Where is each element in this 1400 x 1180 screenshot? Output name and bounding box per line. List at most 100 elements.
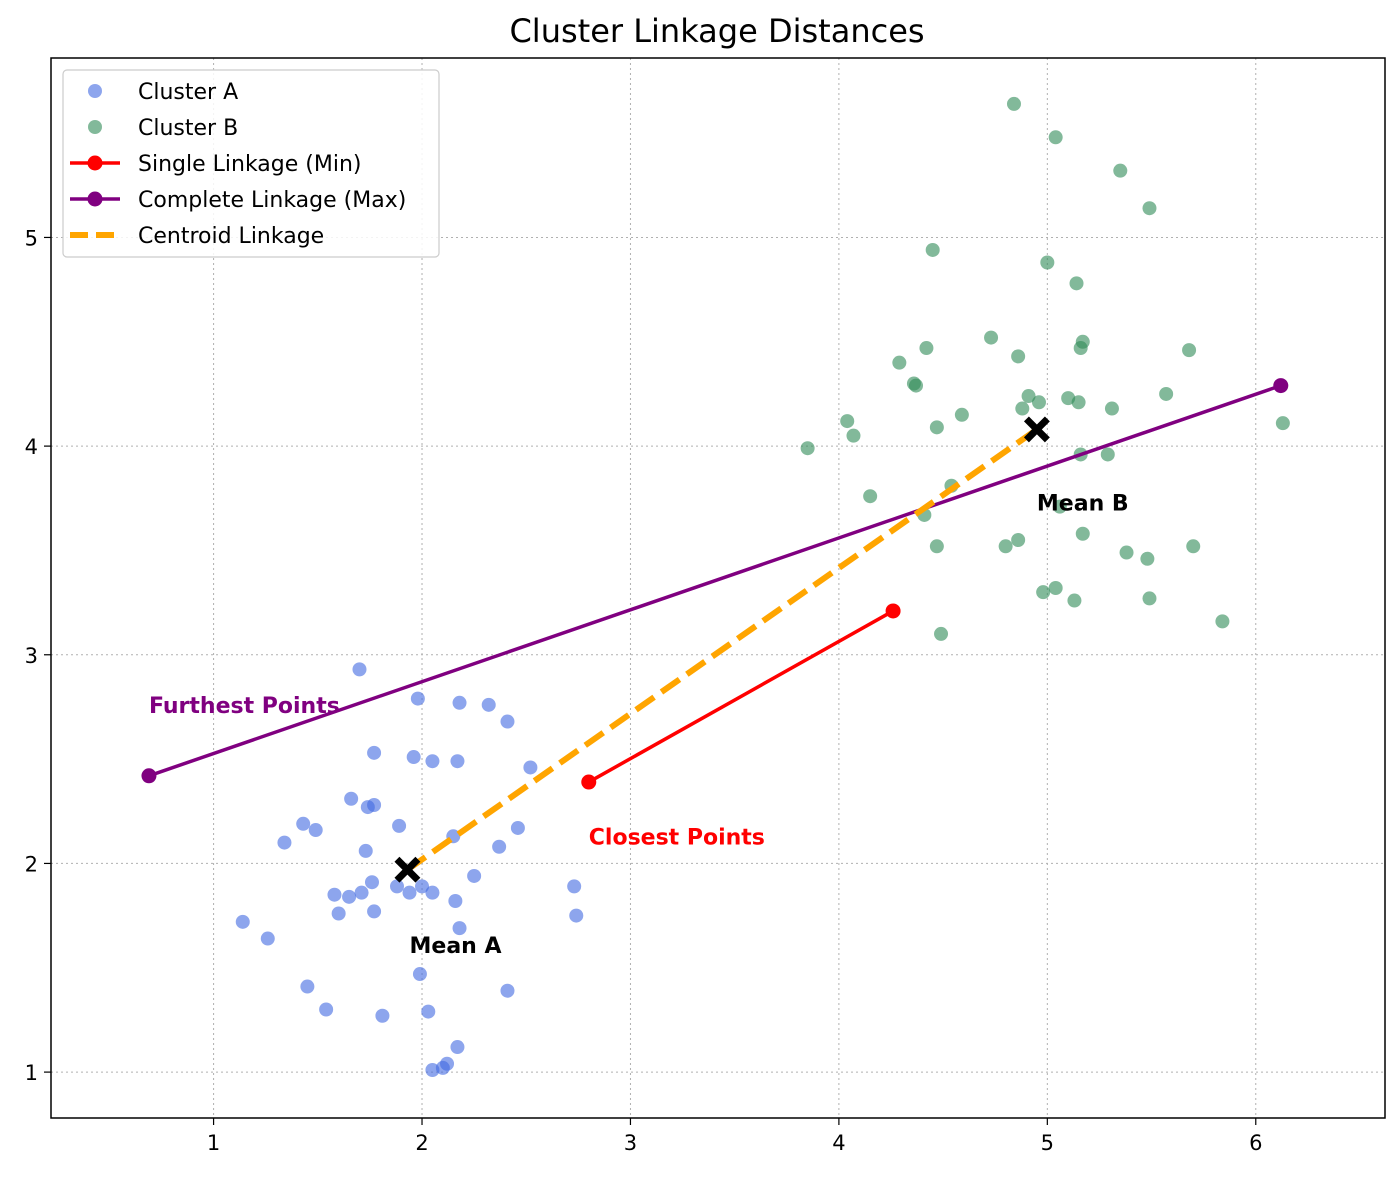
centroid-linkage-line xyxy=(405,426,1039,873)
cluster-a-point xyxy=(492,839,507,854)
cluster-b-point xyxy=(840,414,855,429)
axis-ticks: 1 2 3 4 5 6 1 2 3 4 5 xyxy=(25,226,1263,1155)
cluster-b-point xyxy=(998,539,1013,554)
cluster-a-point xyxy=(567,879,582,894)
cluster-a-point xyxy=(352,662,367,677)
single-linkage-min-endpoint xyxy=(581,774,597,790)
cluster-b-point xyxy=(929,420,944,435)
cluster-b-point xyxy=(892,355,907,370)
annotation-mean-b: Mean B xyxy=(1037,491,1129,516)
x-tick-label: 2 xyxy=(415,1131,428,1155)
cluster-b-point xyxy=(984,330,999,345)
legend-label-cluster-b: Cluster B xyxy=(138,116,238,141)
centroid-x-marker xyxy=(1023,416,1050,443)
legend-label-complete-linkage-max: Complete Linkage (Max) xyxy=(138,188,406,213)
cluster-b-point xyxy=(929,539,944,554)
cluster-b-point xyxy=(1067,593,1082,608)
cluster-b-point xyxy=(1142,591,1157,606)
legend: Cluster A Cluster B Single Linkage (Min) Co… xyxy=(62,69,440,258)
centroid-x-marker xyxy=(394,856,421,883)
cluster-a-point xyxy=(344,791,359,806)
complete-linkage-max-endpoint xyxy=(1273,378,1289,394)
cluster-a-point xyxy=(375,1008,390,1023)
cluster-b-point xyxy=(919,341,934,356)
cluster-b-point xyxy=(1071,395,1086,410)
legend-label-cluster-a: Cluster A xyxy=(138,80,238,105)
cluster-a-point xyxy=(450,1040,465,1055)
single-linkage-min-line xyxy=(587,609,894,784)
cluster-a-point xyxy=(390,879,405,894)
cluster-a-point xyxy=(452,695,467,710)
cluster-b-point xyxy=(1052,499,1067,514)
plot-marks: Furthest Points Closest Points Mean A Mean … xyxy=(141,96,1290,1078)
cluster-a-point xyxy=(448,893,463,908)
cluster-b-point xyxy=(1048,130,1063,145)
legend-marker-single-linkage-min xyxy=(87,155,103,171)
annotation-closest-points: Closest Points xyxy=(589,825,765,850)
cluster-b-point xyxy=(934,626,949,641)
cluster-a-point xyxy=(367,904,382,919)
cluster-a-point xyxy=(277,835,292,850)
x-tick-label: 5 xyxy=(1041,1131,1054,1155)
cluster-a-point xyxy=(406,750,421,765)
cluster-a-point xyxy=(367,798,382,813)
x-tick-label: 4 xyxy=(832,1131,845,1155)
cluster-a-point xyxy=(327,887,342,902)
single-linkage-min-endpoint xyxy=(885,603,901,619)
cluster-b-point xyxy=(1113,163,1128,178)
plot-frame xyxy=(50,57,1386,1119)
cluster-b-point xyxy=(1100,447,1115,462)
cluster-a-point xyxy=(425,1063,440,1078)
legend-marker-complete-linkage-max xyxy=(87,191,103,207)
cluster-a-point xyxy=(425,754,440,769)
cluster-a-point xyxy=(300,979,315,994)
cluster-a-point xyxy=(415,879,430,894)
cluster-a-point xyxy=(412,967,427,982)
cluster-b-point xyxy=(1021,389,1036,404)
cluster-a-point xyxy=(425,885,440,900)
cluster-a-point xyxy=(342,889,357,904)
cluster-a-point xyxy=(364,875,379,890)
cluster-a-point xyxy=(296,816,311,831)
cluster-a-point xyxy=(308,823,323,838)
cluster-b-point xyxy=(1015,401,1030,416)
cluster-a-point xyxy=(358,843,373,858)
cluster-b-point xyxy=(863,489,878,504)
cluster-a-point xyxy=(450,754,465,769)
cluster-a-point xyxy=(410,691,425,706)
y-tick-label: 2 xyxy=(25,852,38,876)
complete-linkage-max-endpoint xyxy=(141,768,157,784)
legend-label-centroid-linkage: Centroid Linkage xyxy=(138,224,324,249)
x-tick-label: 6 xyxy=(1249,1131,1262,1155)
cluster-b-point xyxy=(1215,614,1230,629)
cluster-a-point xyxy=(467,868,482,883)
cluster-b-point xyxy=(1040,255,1055,270)
y-tick-label: 3 xyxy=(25,644,38,668)
cluster-a-point xyxy=(392,818,407,833)
y-tick-label: 4 xyxy=(25,435,38,459)
annotation-mean-a: Mean A xyxy=(410,934,502,959)
cluster-b-point xyxy=(1104,401,1119,416)
cluster-a-point xyxy=(500,714,515,729)
cluster-b-point xyxy=(1119,545,1134,560)
cluster-b-point xyxy=(1011,349,1026,364)
y-tick-label: 1 xyxy=(25,1061,38,1085)
cluster-b-point xyxy=(1011,533,1026,548)
cluster-a-point xyxy=(510,820,525,835)
cluster-b-point xyxy=(846,428,861,443)
cluster-a-point xyxy=(435,1060,450,1075)
cluster-a-point xyxy=(331,906,346,921)
cluster-a-point xyxy=(569,908,584,923)
cluster-b-point xyxy=(909,378,924,393)
cluster-b-point xyxy=(1140,551,1155,566)
cluster-a-point xyxy=(319,1002,334,1017)
cluster-b-point xyxy=(1075,526,1090,541)
cluster-b-point xyxy=(1069,276,1084,291)
cluster-b-point xyxy=(1036,585,1051,600)
cluster-b-point xyxy=(1159,386,1174,401)
cluster-a-point xyxy=(367,745,382,760)
annotation-furthest-points: Furthest Points xyxy=(149,694,340,719)
cluster-a-point xyxy=(500,983,515,998)
cluster-b-point xyxy=(1186,539,1201,554)
